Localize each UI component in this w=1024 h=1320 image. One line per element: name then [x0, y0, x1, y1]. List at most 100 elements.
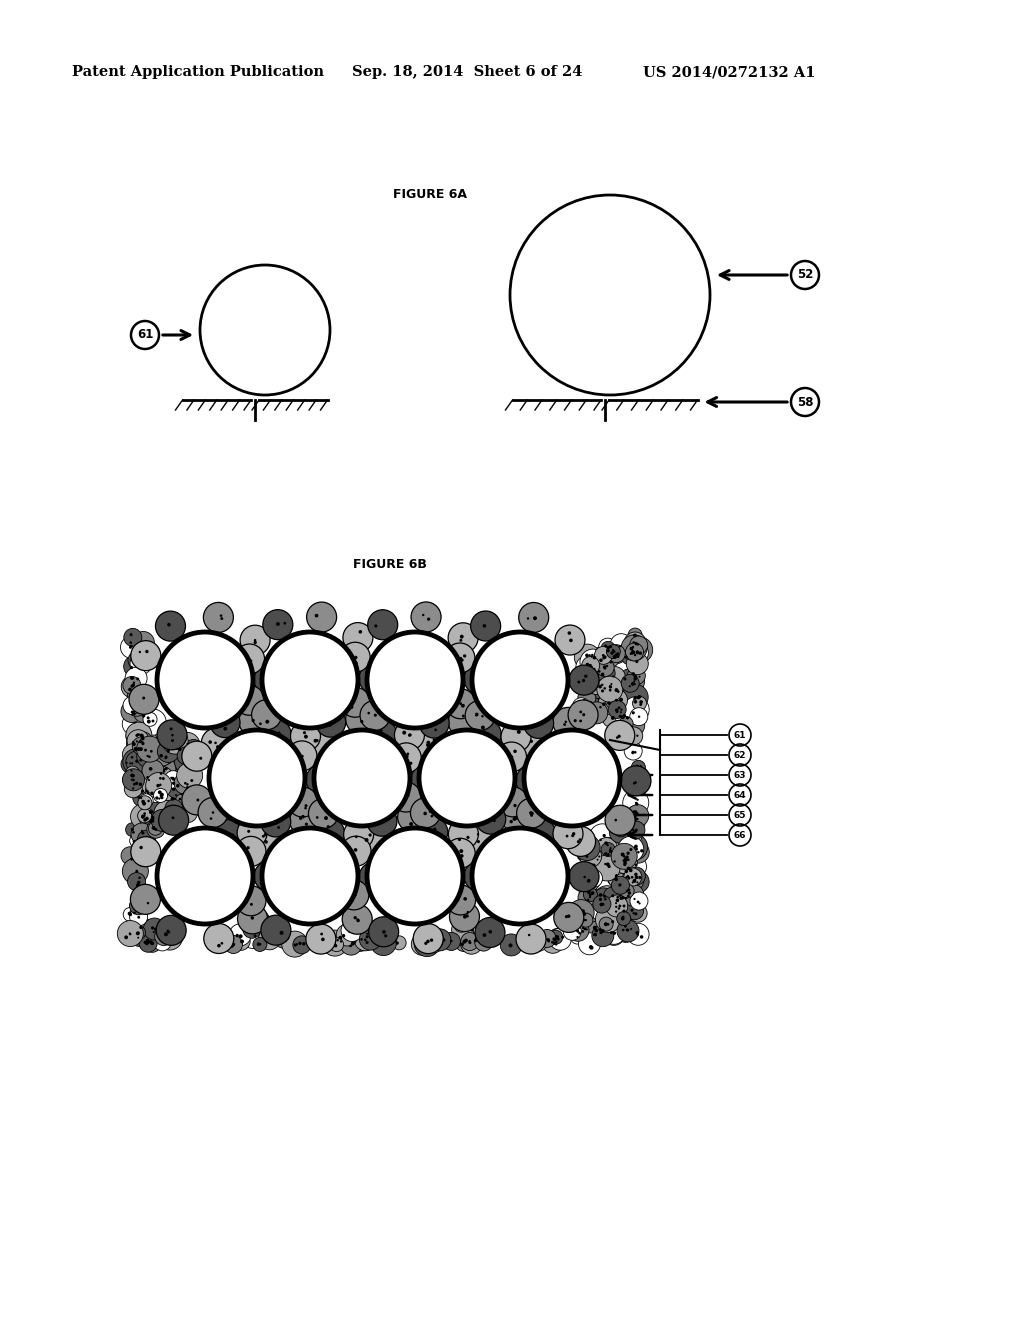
Circle shape	[145, 941, 148, 945]
Circle shape	[634, 634, 637, 636]
Circle shape	[341, 920, 364, 941]
Circle shape	[406, 793, 410, 797]
Circle shape	[611, 920, 614, 923]
Circle shape	[130, 834, 143, 847]
Circle shape	[135, 759, 138, 763]
Circle shape	[132, 840, 135, 843]
Circle shape	[183, 799, 185, 801]
Circle shape	[597, 843, 620, 865]
Circle shape	[354, 923, 368, 936]
Circle shape	[129, 645, 132, 649]
Circle shape	[141, 814, 144, 818]
Circle shape	[615, 737, 618, 739]
Circle shape	[611, 649, 625, 664]
Circle shape	[470, 928, 473, 932]
Circle shape	[132, 711, 136, 715]
Text: 65: 65	[734, 810, 746, 820]
Circle shape	[632, 751, 634, 754]
Circle shape	[605, 906, 627, 928]
Text: US 2014/0272132 A1: US 2014/0272132 A1	[643, 65, 815, 79]
Circle shape	[593, 656, 596, 660]
Circle shape	[137, 906, 139, 908]
Circle shape	[214, 742, 217, 744]
Circle shape	[138, 861, 140, 863]
Circle shape	[599, 903, 603, 907]
Circle shape	[639, 652, 642, 655]
Circle shape	[130, 665, 133, 669]
Circle shape	[614, 688, 618, 692]
Circle shape	[618, 883, 622, 887]
Circle shape	[140, 810, 158, 829]
Circle shape	[634, 751, 637, 754]
Circle shape	[630, 847, 633, 851]
Circle shape	[599, 659, 603, 663]
Circle shape	[223, 727, 227, 730]
Circle shape	[379, 733, 383, 735]
Circle shape	[220, 942, 223, 945]
Circle shape	[236, 837, 266, 866]
Circle shape	[594, 696, 612, 714]
Circle shape	[585, 653, 589, 657]
Circle shape	[141, 800, 145, 804]
Circle shape	[603, 667, 606, 669]
Circle shape	[629, 869, 633, 873]
Circle shape	[635, 660, 638, 663]
Circle shape	[134, 706, 136, 708]
Circle shape	[136, 746, 159, 767]
Circle shape	[130, 884, 161, 915]
Circle shape	[516, 924, 546, 954]
Circle shape	[124, 936, 128, 940]
Circle shape	[630, 726, 633, 729]
Circle shape	[614, 653, 617, 656]
Circle shape	[599, 838, 602, 841]
Circle shape	[350, 706, 353, 709]
Circle shape	[138, 783, 142, 785]
Circle shape	[261, 807, 291, 837]
Circle shape	[143, 812, 146, 814]
Circle shape	[592, 676, 595, 680]
Circle shape	[563, 723, 566, 726]
Circle shape	[348, 911, 371, 933]
Circle shape	[145, 939, 150, 942]
Circle shape	[126, 727, 144, 746]
Circle shape	[620, 896, 623, 900]
Circle shape	[601, 929, 604, 933]
Circle shape	[602, 649, 620, 667]
Circle shape	[308, 799, 339, 829]
Circle shape	[482, 933, 486, 937]
Circle shape	[186, 785, 189, 789]
Circle shape	[625, 656, 628, 659]
Circle shape	[234, 644, 264, 675]
Circle shape	[596, 838, 617, 859]
Circle shape	[623, 855, 626, 858]
Circle shape	[161, 816, 164, 820]
Circle shape	[606, 647, 609, 649]
Circle shape	[262, 920, 284, 942]
Circle shape	[154, 933, 171, 950]
Circle shape	[475, 714, 478, 717]
Circle shape	[355, 836, 357, 838]
Circle shape	[272, 939, 275, 941]
Circle shape	[602, 653, 604, 657]
Circle shape	[455, 919, 468, 932]
Circle shape	[170, 776, 172, 779]
Circle shape	[359, 664, 389, 693]
Circle shape	[132, 711, 135, 714]
Circle shape	[497, 742, 526, 772]
Circle shape	[234, 685, 264, 715]
Circle shape	[612, 649, 614, 651]
Circle shape	[162, 814, 164, 817]
Circle shape	[621, 824, 642, 845]
Circle shape	[146, 902, 150, 904]
Circle shape	[154, 800, 180, 826]
Circle shape	[367, 632, 463, 729]
Circle shape	[602, 656, 605, 660]
Circle shape	[578, 888, 596, 907]
Circle shape	[392, 936, 407, 950]
Circle shape	[123, 697, 141, 714]
Circle shape	[129, 684, 159, 714]
Circle shape	[355, 661, 357, 664]
Circle shape	[623, 714, 645, 737]
Circle shape	[145, 780, 167, 803]
Circle shape	[151, 941, 155, 945]
